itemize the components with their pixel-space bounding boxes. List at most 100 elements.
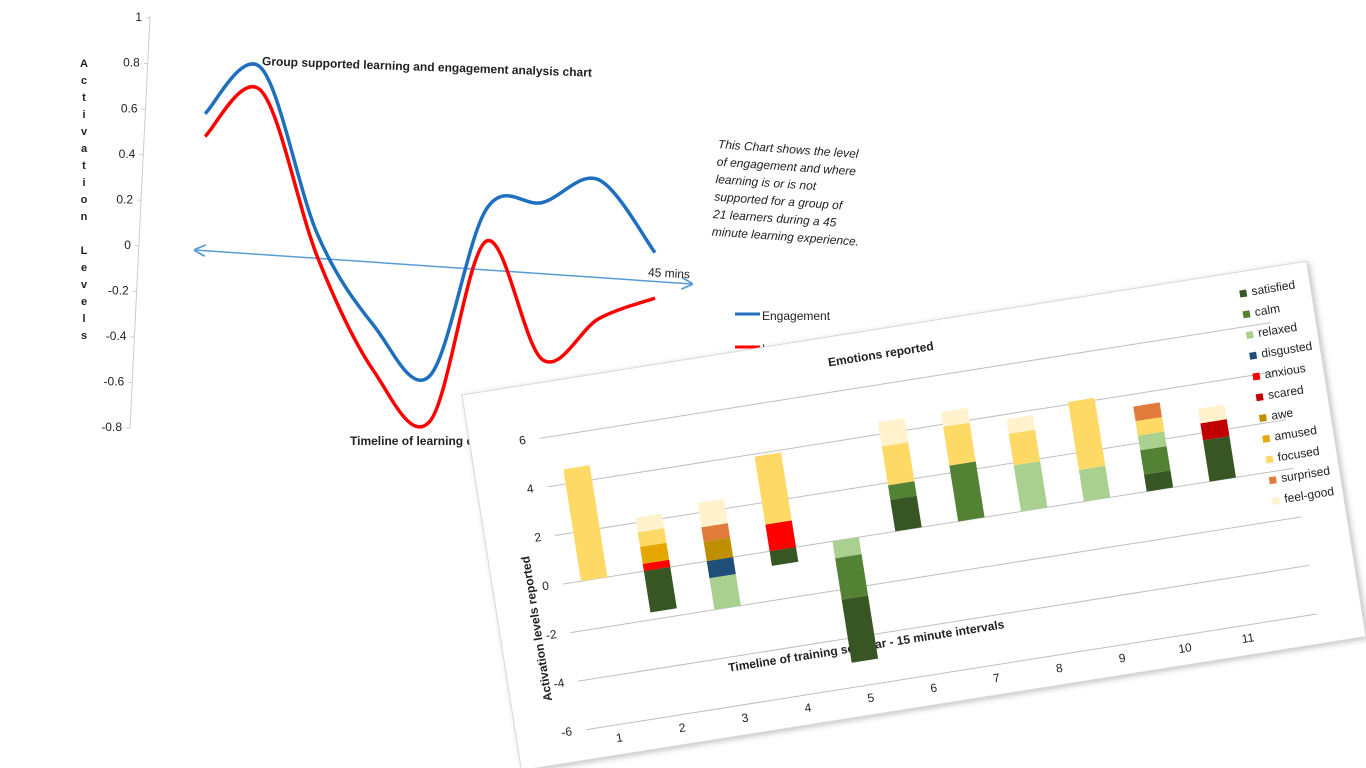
bar-segment bbox=[1144, 470, 1174, 492]
legend-label: calm bbox=[1254, 301, 1281, 319]
bar-segment bbox=[835, 554, 869, 600]
y-tick-label: -0.2 bbox=[108, 284, 129, 298]
legend-swatch bbox=[1252, 372, 1261, 381]
legend-swatch bbox=[1249, 351, 1258, 360]
grid-line bbox=[539, 322, 1271, 439]
grid-line bbox=[570, 516, 1302, 634]
legend-swatch bbox=[1255, 393, 1264, 402]
y-tick-label: -4 bbox=[553, 676, 566, 692]
y-tick-label: -2 bbox=[545, 627, 558, 643]
bar-segment bbox=[1198, 404, 1227, 424]
legend-swatch bbox=[1245, 331, 1254, 340]
grid-line bbox=[547, 370, 1279, 488]
bar-segment bbox=[841, 595, 879, 663]
bar-segment bbox=[637, 528, 667, 547]
x-tick-label: 5 bbox=[866, 690, 875, 705]
y-tick-label: -0.4 bbox=[106, 329, 127, 343]
x-tick-label: 8 bbox=[1055, 661, 1064, 676]
bar-segment bbox=[765, 520, 797, 552]
legend-swatch bbox=[1265, 455, 1274, 464]
bar-segment bbox=[643, 567, 677, 613]
bar-segment bbox=[1008, 429, 1041, 466]
bar-segment bbox=[754, 452, 792, 525]
bar-segment bbox=[1068, 397, 1106, 470]
y-tick-label: -6 bbox=[560, 724, 573, 740]
y-axis-label: Activation Levels bbox=[78, 58, 90, 347]
bar-segment bbox=[1140, 446, 1171, 475]
bar-segment bbox=[709, 574, 741, 610]
bar-segment bbox=[697, 498, 728, 528]
bar-segment bbox=[832, 537, 862, 559]
x-tick-label: 2 bbox=[678, 720, 687, 735]
grid-line bbox=[585, 613, 1317, 731]
bar-segment bbox=[1013, 461, 1048, 512]
data-line bbox=[203, 62, 657, 382]
bar-segment bbox=[888, 481, 917, 500]
x-tick-label: 7 bbox=[992, 671, 1001, 686]
legend-label: amused bbox=[1273, 423, 1317, 444]
bar-segment bbox=[1135, 416, 1165, 436]
bar-segment bbox=[943, 422, 976, 466]
bar-segment bbox=[878, 417, 909, 447]
annotation-line: minute learning experience. bbox=[711, 224, 859, 248]
legend-label: scared bbox=[1267, 383, 1305, 402]
y-tick-label: -0.6 bbox=[104, 375, 125, 389]
y-tick-label: 0.2 bbox=[116, 192, 133, 206]
data-line bbox=[203, 85, 656, 429]
bar-segment bbox=[703, 537, 734, 562]
bar-segment bbox=[890, 495, 922, 532]
bar-segment bbox=[769, 547, 799, 566]
y-tick-label: 2 bbox=[533, 530, 542, 545]
y-tick-label: 0.4 bbox=[119, 147, 136, 161]
bar-segment bbox=[949, 461, 985, 522]
grid-line bbox=[578, 564, 1310, 682]
legend-label: focused bbox=[1277, 444, 1321, 464]
legend-swatch bbox=[1242, 310, 1251, 319]
legend-label: satisfied bbox=[1250, 278, 1296, 299]
bar-segment bbox=[701, 523, 731, 542]
legend-label: relaxed bbox=[1257, 320, 1298, 340]
legend-swatch bbox=[1272, 496, 1281, 505]
arrow-label: 45 mins bbox=[648, 265, 691, 281]
legend-swatch bbox=[1268, 476, 1277, 485]
y-tick-label: -0.8 bbox=[101, 420, 122, 434]
legend-label: Engagement bbox=[762, 309, 831, 323]
bar-segment bbox=[1200, 419, 1230, 441]
bar-segment bbox=[1203, 436, 1236, 482]
bar-segment bbox=[1078, 465, 1111, 502]
y-axis bbox=[129, 15, 151, 429]
y-tick-label: 4 bbox=[526, 481, 535, 496]
bar-segment bbox=[640, 542, 670, 564]
x-tick-label: 3 bbox=[741, 710, 750, 725]
bar-segment bbox=[881, 442, 915, 486]
bar-segment bbox=[635, 513, 665, 533]
y-tick-label: 0.6 bbox=[121, 101, 138, 115]
chart-title: Group supported learning and engagement … bbox=[262, 54, 592, 80]
legend-label: awe bbox=[1270, 405, 1294, 422]
legend-swatch bbox=[1239, 289, 1248, 298]
y-tick-label: 6 bbox=[518, 433, 527, 448]
bar-segment bbox=[1137, 431, 1167, 451]
y-tick-label: 1 bbox=[135, 10, 142, 24]
x-tick-label: 1 bbox=[615, 730, 624, 745]
bar-segment bbox=[1133, 402, 1162, 422]
y-tick-label: 0 bbox=[124, 238, 131, 252]
bar-segment bbox=[706, 557, 736, 579]
x-tick-label: 9 bbox=[1118, 651, 1127, 666]
x-tick-label: 4 bbox=[804, 700, 813, 715]
legend-label: anxious bbox=[1264, 361, 1307, 381]
x-tick-label: 10 bbox=[1177, 640, 1193, 656]
timeline-arrow bbox=[195, 250, 692, 284]
y-tick-label: 0.8 bbox=[123, 56, 140, 70]
legend-swatch bbox=[1262, 434, 1271, 443]
x-tick-label: 11 bbox=[1241, 630, 1256, 646]
bar-segment bbox=[940, 407, 970, 427]
legend-swatch bbox=[1258, 413, 1267, 422]
bar-segment bbox=[642, 559, 671, 572]
y-tick-label: 0 bbox=[541, 578, 550, 593]
bar-segment bbox=[1006, 415, 1036, 434]
